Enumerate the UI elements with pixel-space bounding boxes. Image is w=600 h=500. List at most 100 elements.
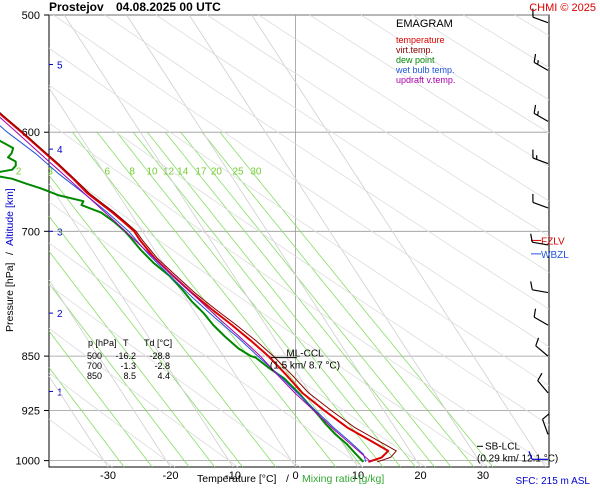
dry-adiabat-line — [48, 242, 364, 468]
credit-label: CHMI © 2025 — [529, 2, 596, 14]
dry-adiabat-line — [48, 84, 550, 426]
mixing-ratio-label: 2 — [16, 167, 22, 178]
legend-entry: temperature — [396, 35, 445, 45]
ml-ccl-value: (1.5 km/ 8.7 °C) — [270, 361, 340, 372]
mixing-ratio-line — [180, 131, 452, 468]
mixing-ratio-line — [132, 131, 401, 468]
wind-barb-flag — [535, 337, 540, 347]
wind-barb-flag — [530, 281, 533, 290]
isotherm-line — [63, 14, 359, 468]
wind-barb-half-flag — [537, 111, 539, 116]
wind-barb-half-flag — [537, 60, 539, 65]
legend-entry: updraft v.temp. — [396, 75, 455, 85]
wind-barb — [533, 308, 549, 326]
wind-barb — [533, 53, 549, 71]
mixing-ratio-line — [116, 131, 384, 468]
temperature-tick-label: -10 — [225, 470, 241, 482]
table-cell: -2.8 — [154, 361, 170, 371]
mixing-ratio-label: 20 — [211, 167, 223, 178]
series-virt-temp — [0, 111, 397, 463]
table-cell: -28.8 — [149, 351, 170, 361]
mixing-ratio-line — [48, 330, 153, 468]
dry-adiabat-line — [155, 14, 550, 273]
dry-adiabat-line — [463, 14, 550, 68]
wind-barb-flag — [533, 104, 537, 114]
table-cell: -1.3 — [120, 361, 136, 371]
dry-adiabat-line — [53, 14, 550, 348]
series-wet-bulb-temp — [0, 125, 367, 463]
isotherm-line — [251, 14, 546, 468]
wind-barb — [532, 8, 549, 24]
altitude-tick-label: 5 — [57, 60, 63, 71]
x-axis-mixing-label: Mixing ratio [g/kg] — [302, 473, 384, 485]
mixing-ratio-line — [219, 131, 494, 468]
mixing-ratio-label: 17 — [195, 167, 207, 178]
table-header-cell: Td [°C] — [144, 338, 172, 348]
mixing-ratio-label: 25 — [232, 167, 244, 178]
sb-lcl-label: SB-LCL — [485, 441, 520, 452]
pressure-tick-label: 850 — [22, 351, 40, 363]
table-cell: 700 — [87, 361, 102, 371]
dry-adiabat-line — [48, 47, 550, 386]
datetime-title: 04.08.2025 00 UTC — [116, 0, 221, 14]
dry-adiabat-line — [207, 14, 550, 237]
mixing-ratio-label: 12 — [163, 167, 175, 178]
table-cell: -16.2 — [115, 351, 136, 361]
dry-adiabat-line — [309, 14, 550, 167]
mixing-ratio-label: 30 — [250, 167, 262, 178]
wind-barb-staff — [532, 16, 549, 24]
pressure-tick-label: 1000 — [16, 456, 40, 468]
ml-ccl-label: ML-CCL — [286, 349, 324, 360]
wind-barb — [541, 413, 550, 435]
series-temperature — [0, 112, 390, 463]
dry-adiabat-line — [412, 14, 550, 101]
wind-barb-flag — [528, 451, 533, 460]
isotherm-line — [48, 183, 234, 468]
dry-adiabat-line — [104, 14, 550, 310]
y-axis-separator: / — [4, 252, 16, 255]
isotherm-line — [48, 376, 109, 468]
pressure-tick-label: 700 — [22, 226, 40, 238]
wind-barb — [533, 104, 549, 122]
isotherm-line — [188, 14, 484, 468]
dry-adiabat-line — [514, 14, 550, 37]
table-cell: 850 — [87, 371, 102, 381]
legend-entry: dew point — [396, 55, 435, 65]
x-axis-temperature-label: Temperature [°C] — [197, 473, 277, 485]
wind-barb-staff — [535, 345, 549, 357]
mixing-ratio-line — [48, 174, 277, 468]
dry-adiabat-line — [48, 122, 550, 466]
mixing-ratio-line — [48, 283, 190, 468]
temperature-tick-label: 20 — [414, 470, 426, 482]
altitude-tick-label: 3 — [57, 227, 63, 238]
mixing-ratio-line — [201, 131, 475, 468]
wind-barb — [528, 451, 548, 460]
sb-lcl-value: (0.29 km/ 12.1 °C) — [477, 453, 558, 464]
dry-adiabat-line — [48, 161, 489, 468]
table-cell: 500 — [87, 351, 102, 361]
mixing-ratio-line — [146, 131, 416, 468]
mixing-ratio-line — [164, 131, 436, 468]
mixing-ratio-label: 10 — [146, 167, 158, 178]
table-cell: 8.5 — [123, 371, 136, 381]
wind-barb — [530, 233, 549, 246]
mixing-ratio-label: 8 — [129, 167, 135, 178]
table-header-cell: p [hPa] — [88, 338, 117, 348]
wind-barb-staff — [532, 289, 549, 294]
table-cell: 4.4 — [157, 371, 170, 381]
wind-barb-staff — [541, 419, 549, 435]
wind-barb — [530, 281, 549, 294]
sfc-label: SFC: 215 m ASL — [516, 476, 591, 487]
plot-frame — [48, 14, 550, 468]
wind-barb-flag — [542, 413, 550, 420]
temperature-tick-label: -20 — [163, 470, 179, 482]
dry-adiabat-line — [258, 14, 550, 202]
temperature-tick-label: 0 — [292, 470, 298, 482]
mixing-ratio-label: 14 — [177, 167, 189, 178]
legend-entry: wet bulb temp. — [395, 65, 455, 75]
level-label-wbzl: WBZL — [541, 250, 569, 261]
wind-barb-flag — [537, 372, 543, 381]
temperature-tick-label: 30 — [477, 470, 489, 482]
station-title: Prostejov — [49, 0, 104, 14]
